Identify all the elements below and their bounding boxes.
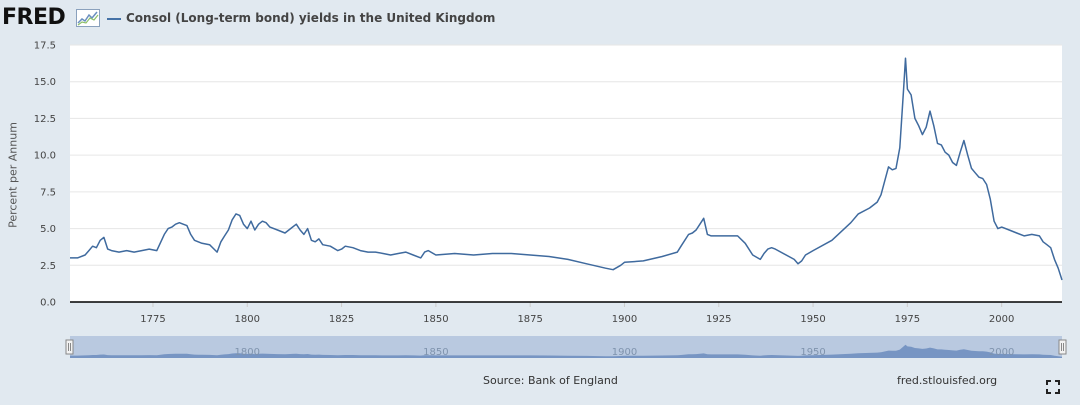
y-tick-label: 5.0 [40, 224, 56, 235]
fred-logo[interactable]: FRED [2, 5, 66, 30]
source-note[interactable]: Source: Bank of England [483, 374, 618, 387]
site-link[interactable]: fred.stlouisfed.org [897, 374, 998, 387]
navigator-area [70, 344, 1062, 358]
y-axis-ticks: 0.0 2.5 5.0 7.5 10.0 12.5 15.0 17.5 [34, 41, 56, 309]
y-tick-label: 0.0 [40, 298, 56, 309]
navigator-right-handle[interactable] [1058, 339, 1067, 355]
y-tick-label: 15.0 [34, 77, 56, 88]
x-tick-label: 1775 [140, 314, 165, 325]
navigator-left-handle[interactable] [65, 339, 74, 355]
series-title[interactable]: Consol (Long-term bond) yields in the Un… [126, 11, 496, 25]
x-tick-label: 1800 [235, 314, 260, 325]
plot-background [70, 45, 1062, 302]
x-tick-label: 1925 [706, 314, 731, 325]
chart-header: FRED Consol (Long-term bond) yields in t… [0, 0, 1080, 38]
y-tick-label: 12.5 [34, 114, 56, 125]
y-tick-label: 7.5 [40, 187, 56, 198]
range-navigator[interactable]: 1800 1850 1900 1950 2000 [65, 336, 1067, 358]
y-tick-label: 2.5 [40, 261, 56, 272]
navigator-ticks: 1800 1850 1900 1950 2000 [235, 347, 1015, 358]
x-tick-label: 1850 [423, 314, 448, 325]
navigator-tick-label: 2000 [989, 347, 1014, 358]
x-tick-label: 1825 [329, 314, 354, 325]
series-line[interactable] [70, 57, 1063, 281]
y-tick-label: 17.5 [34, 41, 56, 52]
navigator-tick-label: 1850 [423, 347, 448, 358]
line-chart[interactable]: 0.0 2.5 5.0 7.5 10.0 12.5 15.0 17.5 1775 1800 182… [0, 0, 1080, 370]
x-axis-ticks: 1775 1800 1825 1850 1875 1900 1925 1950 1975 2000 [140, 302, 1014, 325]
y-tick-label: 10.0 [34, 151, 56, 162]
x-tick-label: 1875 [517, 314, 542, 325]
navigator-tick-label: 1950 [800, 347, 825, 358]
fullscreen-icon[interactable] [1046, 380, 1060, 394]
x-tick-label: 1900 [612, 314, 637, 325]
x-tick-label: 1950 [800, 314, 825, 325]
grid-lines [70, 44, 1062, 266]
navigator-background [70, 336, 1062, 358]
x-tick-label: 2000 [989, 314, 1014, 325]
x-tick-label: 1975 [895, 314, 920, 325]
navigator-tick-label: 1800 [235, 347, 260, 358]
fred-graph-icon [76, 9, 100, 27]
legend-line-swatch [107, 18, 121, 20]
navigator-tick-label: 1900 [612, 347, 637, 358]
